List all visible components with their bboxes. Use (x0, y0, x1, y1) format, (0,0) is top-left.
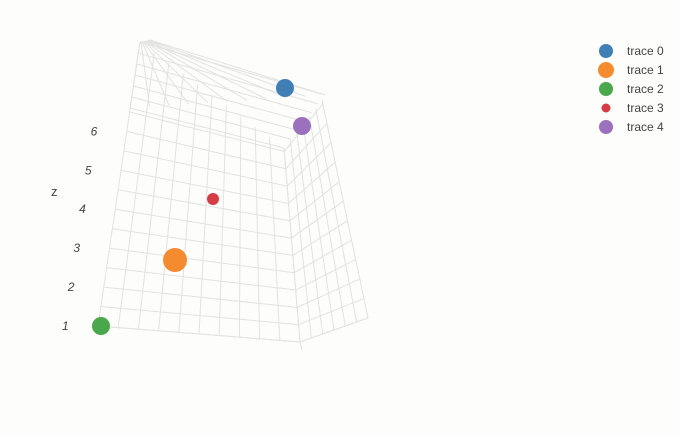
grid-line-vertical (254, 126, 261, 339)
grid-line-z (106, 267, 296, 291)
grid-line-vertical (238, 116, 242, 338)
z-tick-label: 1 (62, 319, 69, 333)
grid-line-vertical (289, 139, 312, 339)
grid-line-vertical (178, 84, 199, 333)
legend-label: trace 0 (627, 44, 664, 58)
data-point-trace-0[interactable] (276, 79, 294, 97)
grid-line-z (112, 228, 293, 256)
legend-label: trace 2 (627, 82, 664, 96)
grid-line-top (149, 39, 326, 96)
grid-line-bottom (299, 341, 303, 351)
grid-line-top (136, 63, 312, 114)
z-tick-label: 6 (91, 124, 98, 138)
z-tick-label: 2 (67, 280, 75, 294)
grid-line-z (126, 130, 286, 170)
grid-line-vertical (117, 52, 155, 328)
grid-line-z (117, 189, 291, 222)
grid-line-bottom (97, 325, 301, 343)
legend-item[interactable]: trace 3 (601, 101, 665, 115)
grid-line-top (146, 40, 267, 100)
grid-line-z (109, 247, 295, 274)
grid-line-vertical (296, 131, 324, 335)
chart-grid (97, 39, 369, 351)
grid-line-top (131, 96, 291, 140)
grid-line-vertical (302, 123, 335, 331)
legend-label: trace 1 (627, 63, 664, 77)
grid-line-vertical (137, 63, 170, 330)
legend-marker (599, 82, 613, 96)
data-markers (92, 79, 311, 335)
legend-item[interactable]: trace 0 (599, 44, 664, 58)
legend-marker (599, 120, 613, 134)
z-tick-label: 4 (79, 202, 86, 216)
grid-line-top (129, 107, 285, 149)
legend[interactable]: trace 0 trace 1 trace 2 trace 3 trace 4 (598, 44, 664, 134)
grid-line-top (141, 41, 170, 106)
legend-item[interactable]: trace 2 (599, 82, 664, 96)
legend-item[interactable]: trace 1 (598, 62, 664, 78)
z-axis-title: z (51, 184, 58, 199)
grid-line-z (115, 208, 292, 239)
grid-line-bottom (299, 317, 369, 343)
grid-line-vertical (158, 73, 184, 331)
legend-marker (598, 62, 614, 78)
grid-line-vertical (198, 94, 213, 335)
data-point-trace-4[interactable] (293, 117, 311, 135)
grid-line-z (123, 150, 288, 187)
z-axis-ticks: 1 2 3 4 5 6 (62, 124, 98, 333)
legend-marker (599, 44, 613, 58)
legend-item[interactable]: trace 4 (599, 120, 664, 134)
legend-label: trace 3 (627, 101, 664, 115)
grid-line-vertical (218, 105, 227, 336)
grid-line-vertical (308, 115, 346, 327)
grid-line-top (133, 85, 298, 131)
data-point-trace-3[interactable] (207, 193, 219, 205)
grid-line-vertical (283, 147, 301, 343)
grid-line-vertical (321, 99, 369, 319)
z-tick-label: 3 (73, 241, 80, 255)
grid-line-z (103, 286, 298, 308)
grid-line-top (142, 41, 189, 105)
grid-line-z (129, 111, 285, 152)
legend-label: trace 4 (627, 120, 664, 134)
grid-line-top (140, 41, 150, 107)
data-point-trace-2[interactable] (92, 317, 110, 335)
grid-line-top (139, 41, 326, 96)
data-point-trace-1[interactable] (163, 248, 187, 272)
grid-line-vertical (315, 107, 358, 323)
grid-line-vertical (269, 137, 281, 341)
grid-line-z (120, 169, 289, 204)
z-tick-label: 5 (85, 163, 92, 177)
legend-marker (601, 103, 611, 113)
grid-line-top (144, 40, 228, 102)
grid-line-top (134, 74, 305, 122)
